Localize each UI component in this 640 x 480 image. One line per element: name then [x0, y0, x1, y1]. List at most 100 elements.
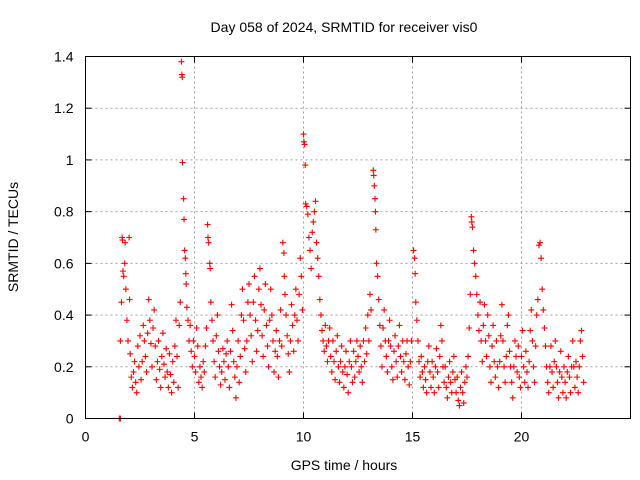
data-point: [423, 389, 430, 396]
data-point: [224, 337, 231, 344]
data-point: [484, 312, 491, 319]
data-point: [283, 312, 290, 319]
data-point: [226, 384, 233, 391]
data-point: [499, 337, 506, 344]
data-point: [534, 296, 541, 303]
data-point: [320, 337, 327, 344]
data-point: [188, 348, 195, 355]
data-point: [257, 301, 264, 308]
data-point: [470, 247, 477, 254]
data-point: [230, 358, 237, 365]
data-point: [437, 322, 444, 329]
data-point: [523, 368, 530, 375]
data-point: [487, 379, 494, 386]
data-point: [238, 312, 245, 319]
data-point: [267, 286, 274, 293]
data-point: [511, 337, 518, 344]
data-point: [285, 350, 292, 357]
data-point: [213, 332, 220, 339]
data-point: [454, 374, 461, 381]
data-point: [146, 317, 153, 324]
data-point: [453, 389, 460, 396]
data-point: [397, 353, 404, 360]
data-point: [400, 358, 407, 365]
data-point: [326, 325, 333, 331]
data-point: [232, 394, 239, 401]
data-point: [218, 368, 225, 375]
data-point: [398, 368, 405, 375]
x-tick-label: 15: [405, 429, 421, 445]
data-point: [570, 363, 577, 370]
data-point: [134, 343, 141, 350]
data-point: [171, 343, 178, 350]
y-tick-label: 0.6: [54, 255, 74, 271]
data-point: [545, 389, 552, 396]
data-point: [481, 301, 488, 308]
data-point: [552, 337, 559, 344]
data-point: [206, 260, 213, 267]
data-point: [319, 327, 326, 334]
data-point: [490, 322, 497, 329]
data-point: [428, 384, 435, 391]
data-point: [522, 348, 529, 355]
data-point: [227, 348, 234, 355]
data-point: [286, 368, 293, 375]
data-point: [359, 379, 366, 386]
data-point: [169, 358, 176, 365]
data-point: [142, 353, 149, 360]
data-point: [248, 332, 255, 339]
data-point: [495, 384, 502, 391]
data-point: [483, 353, 490, 360]
data-point: [406, 381, 413, 388]
data-point: [375, 296, 382, 303]
data-point: [363, 350, 370, 357]
tick-labels: 0 5 10 15 20 0 0.2 0.4 0.6 0.8 1 1.2 1.4: [54, 49, 529, 445]
data-point: [540, 306, 547, 313]
data-point: [303, 203, 310, 210]
data-point: [422, 376, 429, 383]
data-point: [475, 327, 482, 334]
y-axis-label: SRMTID / TECUs: [5, 182, 21, 292]
data-point: [510, 363, 517, 370]
data-point: [501, 363, 508, 370]
data-point: [436, 353, 443, 360]
data-point: [225, 363, 232, 370]
data-point: [420, 384, 427, 391]
y-tick-label: 0.4: [54, 307, 74, 323]
data-point: [482, 337, 489, 344]
data-point: [244, 299, 251, 306]
data-point: [327, 353, 334, 360]
data-point: [305, 234, 312, 241]
data-point: [425, 343, 432, 350]
data-point: [198, 374, 205, 381]
data-point: [315, 273, 322, 280]
data-point: [323, 343, 330, 350]
data-point: [356, 368, 363, 375]
data-point: [410, 247, 417, 254]
data-point: [127, 350, 134, 357]
data-point: [122, 286, 129, 293]
axis-ticks: [85, 56, 631, 419]
data-point: [412, 299, 419, 306]
data-point: [119, 268, 126, 275]
data-point: [417, 374, 424, 381]
data-point: [297, 255, 304, 262]
data-point: [288, 301, 295, 308]
data-point: [542, 343, 549, 350]
data-point: [130, 368, 137, 375]
data-point: [341, 363, 348, 370]
data-point: [496, 358, 503, 365]
data-point: [190, 337, 197, 344]
data-point: [407, 358, 414, 365]
data-point: [575, 389, 582, 396]
data-point: [138, 376, 145, 383]
data-point: [355, 353, 361, 360]
x-tick-label: 10: [296, 429, 312, 445]
data-point: [505, 312, 512, 319]
data-point: [528, 306, 535, 313]
data-point: [231, 374, 238, 381]
data-point: [432, 363, 439, 370]
data-point: [485, 332, 492, 339]
data-point: [150, 325, 157, 331]
data-point: [183, 304, 190, 311]
